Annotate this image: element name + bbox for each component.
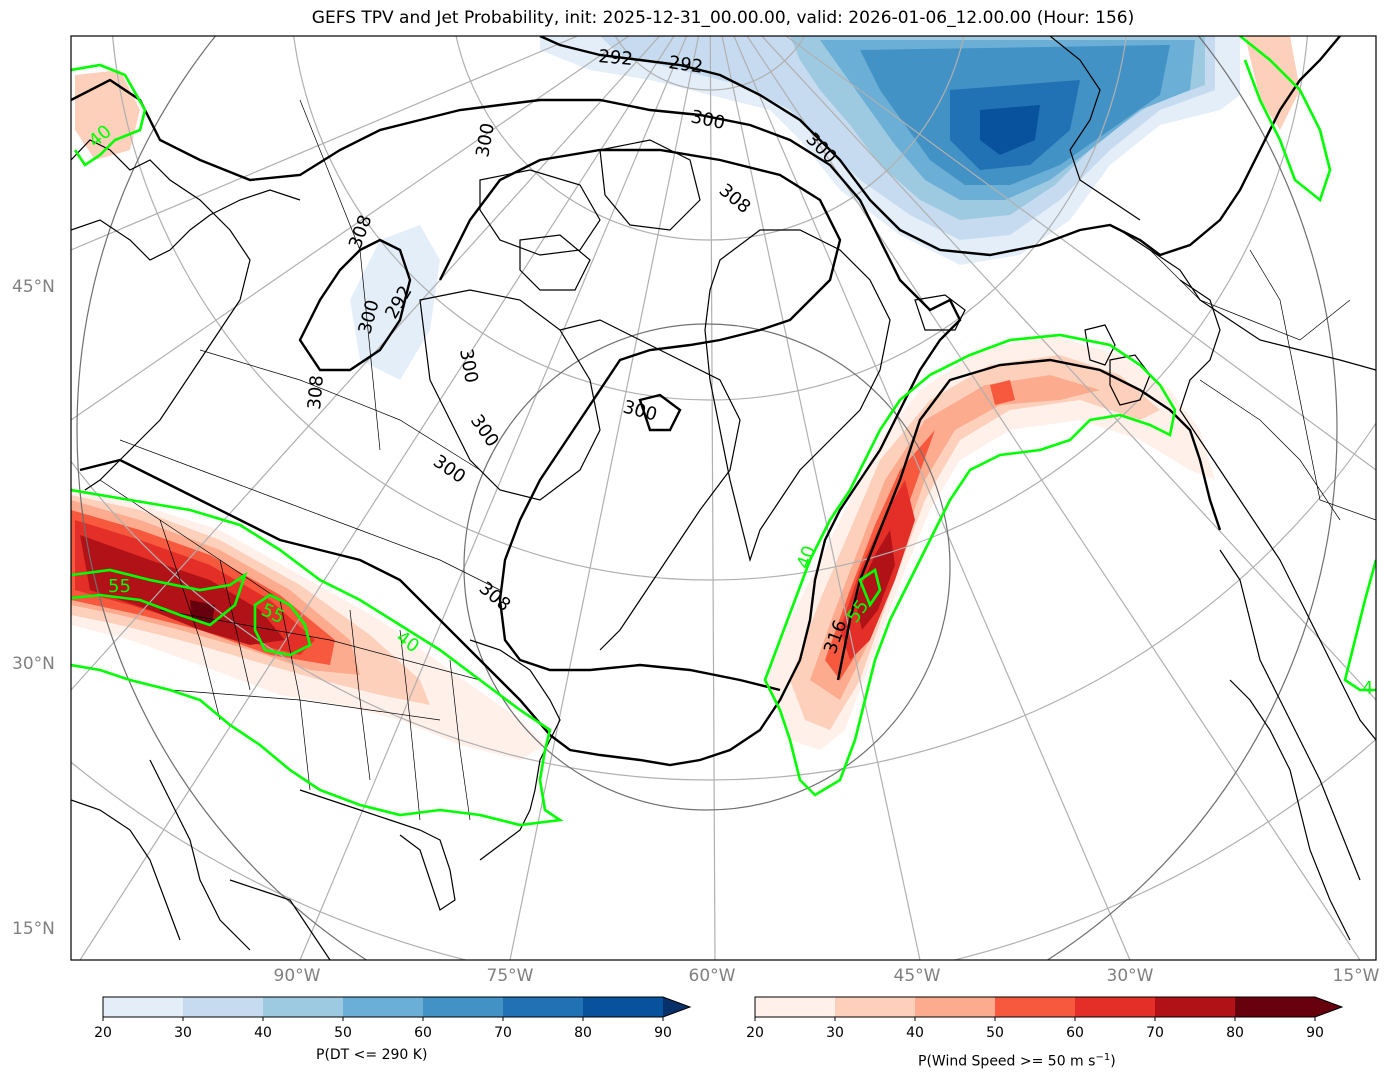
colorbar-jet-label-exponent: −1 (1095, 1052, 1111, 1063)
colorbar-jet-tick: 50 (986, 1025, 1004, 1041)
contour-label: 292 (667, 52, 704, 78)
colorbar-jet-label-text: P(Wind Speed >= 50 m s (918, 1053, 1096, 1070)
colorbar-dt-tick: 70 (494, 1025, 512, 1041)
contour-label: 300 (621, 397, 660, 426)
lon-label: 75°W (486, 966, 534, 986)
colorbar-jet-tick: 30 (826, 1025, 844, 1041)
borders (99, 99, 1376, 821)
dt-contours (71, 36, 1341, 767)
contour-label: 300 (429, 451, 469, 488)
lon-label: 60°W (688, 966, 736, 986)
jet-contours (71, 36, 1376, 827)
tpv-probability-shading (350, 36, 1240, 380)
lat-label: 15°N (12, 919, 55, 939)
colorbar-jet-label-end: ) (1110, 1053, 1116, 1070)
contour-label: 308 (345, 212, 376, 251)
colorbar-dt (102, 996, 692, 1021)
coastlines (71, 36, 1376, 960)
contour-label: 4 (1362, 678, 1373, 699)
contour-label: 55 (108, 576, 131, 597)
colorbar-jet-tick: 70 (1146, 1025, 1164, 1041)
colorbar-dt-tick: 30 (174, 1025, 192, 1041)
colorbar-jet-label: P(Wind Speed >= 50 m s−1) (918, 1052, 1116, 1070)
contour-label: 308 (304, 374, 328, 410)
colorbar-dt-tick: 40 (254, 1025, 272, 1041)
colorbar-dt-tick: 90 (654, 1025, 672, 1041)
colorbar-jet-tick: 40 (906, 1025, 924, 1041)
colorbar-dt-label: P(DT <= 290 K) (316, 1047, 428, 1063)
colorbar-dt-tick: 80 (574, 1025, 592, 1041)
contour-label: 300 (689, 106, 727, 134)
colorbar-dt-tick: 50 (334, 1025, 352, 1041)
contour-label: 300 (455, 347, 482, 384)
reference-circles (76, 36, 1338, 960)
colorbar-jet-tick: 90 (1306, 1025, 1324, 1041)
colorbar-dt-tick: 20 (94, 1025, 112, 1041)
contour-label: 308 (475, 578, 515, 616)
contour-label: 300 (472, 121, 499, 158)
contour-label: 308 (715, 180, 755, 218)
colorbar-jet-tick: 20 (746, 1025, 764, 1041)
graticule (71, 36, 1376, 960)
jet-probability-shading (71, 36, 1300, 760)
colorbar-jet-tick: 60 (1066, 1025, 1084, 1041)
contour-label: 292 (598, 46, 634, 70)
colorbar-jet (754, 996, 1344, 1021)
lon-label: 30°W (1106, 966, 1154, 986)
lat-label: 30°N (12, 654, 55, 674)
lon-label: 45°W (893, 966, 941, 986)
lat-label: 45°N (12, 277, 55, 297)
chart-title: GEFS TPV and Jet Probability, init: 2025… (311, 8, 1135, 28)
colorbar-dt-tick: 60 (414, 1025, 432, 1041)
lon-label: 15°W (1332, 966, 1380, 986)
lon-label: 90°W (273, 966, 321, 986)
plot-frame (70, 35, 1377, 961)
colorbar-jet-tick: 80 (1226, 1025, 1244, 1041)
